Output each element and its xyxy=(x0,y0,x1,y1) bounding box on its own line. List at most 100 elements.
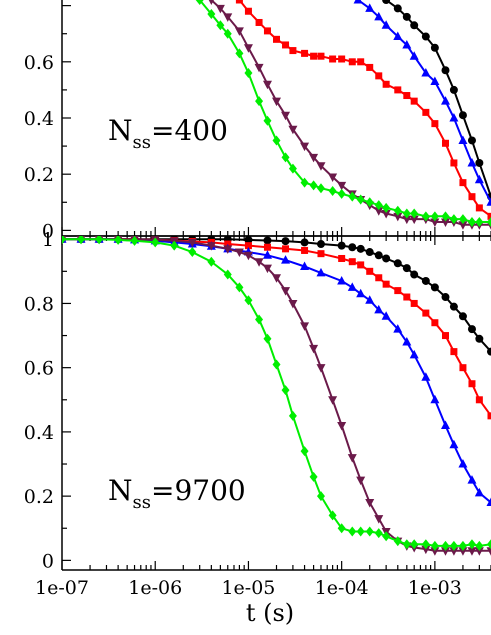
data-point xyxy=(235,282,244,293)
data-point xyxy=(458,312,467,321)
data-point xyxy=(486,197,491,206)
data-point xyxy=(441,540,450,551)
data-point xyxy=(255,314,264,325)
panel-annotation: Nss=400 xyxy=(108,114,228,153)
data-point xyxy=(374,251,383,260)
data-point xyxy=(130,236,139,246)
data-point xyxy=(316,162,326,171)
series-line xyxy=(62,238,491,504)
series-line xyxy=(62,238,491,417)
y-tick-label: 0 xyxy=(42,220,54,242)
data-point xyxy=(467,325,476,334)
data-point xyxy=(393,4,402,13)
data-point xyxy=(365,197,374,208)
series-line xyxy=(62,238,491,353)
data-point xyxy=(282,245,290,253)
data-point xyxy=(215,4,225,14)
data-point xyxy=(223,28,232,39)
data-point xyxy=(409,215,419,225)
data-point xyxy=(263,243,271,251)
data-point xyxy=(459,179,467,187)
data-point xyxy=(62,236,66,245)
data-point xyxy=(282,41,290,49)
data-point xyxy=(338,254,346,262)
data-point xyxy=(382,280,390,288)
data-point xyxy=(394,287,402,295)
data-point xyxy=(357,261,365,269)
data-point xyxy=(475,204,483,212)
data-point xyxy=(430,394,440,404)
x-tick-label: 1e-07 xyxy=(35,577,89,599)
data-point xyxy=(468,193,476,201)
data-point xyxy=(288,410,297,421)
data-point xyxy=(216,20,225,31)
data-point xyxy=(281,111,291,121)
data-point xyxy=(402,336,412,346)
data-point xyxy=(402,208,411,219)
data-point xyxy=(487,539,491,550)
data-point xyxy=(422,108,430,116)
data-point xyxy=(365,3,375,12)
data-point xyxy=(393,324,403,333)
data-point xyxy=(421,539,430,550)
y-tick-label: 1 xyxy=(42,229,54,251)
data-point xyxy=(486,497,491,507)
data-point xyxy=(356,244,365,253)
data-point xyxy=(281,287,291,296)
data-point xyxy=(365,295,375,304)
data-point xyxy=(77,236,86,245)
data-point xyxy=(458,135,468,144)
data-point xyxy=(410,299,418,307)
data-point xyxy=(440,96,450,105)
data-point xyxy=(402,264,411,273)
data-point xyxy=(458,459,468,468)
data-point xyxy=(281,255,291,264)
data-point xyxy=(374,200,383,211)
data-point xyxy=(410,539,419,550)
data-point xyxy=(273,35,280,43)
data-point xyxy=(223,245,233,254)
data-point xyxy=(254,63,264,73)
data-point xyxy=(458,540,467,551)
data-point xyxy=(382,531,391,542)
data-point xyxy=(316,267,326,277)
data-point xyxy=(467,157,477,167)
x-tick-label: 1e-04 xyxy=(315,577,369,599)
data-point xyxy=(402,12,411,21)
data-point xyxy=(441,293,450,302)
data-point xyxy=(365,499,375,508)
data-point xyxy=(393,259,402,268)
data-point xyxy=(440,420,450,429)
data-point xyxy=(337,188,346,199)
data-point xyxy=(374,11,384,21)
data-point xyxy=(431,120,439,128)
data-point xyxy=(393,536,402,547)
data-point xyxy=(300,261,310,271)
data-point xyxy=(151,237,160,248)
data-point xyxy=(309,153,319,163)
x-tick-label: 1e-05 xyxy=(221,577,275,599)
data-point xyxy=(394,86,402,94)
data-point xyxy=(441,139,449,147)
data-point xyxy=(409,349,419,359)
data-point xyxy=(300,142,310,152)
data-point xyxy=(474,487,484,497)
data-point xyxy=(449,547,459,556)
data-point xyxy=(487,412,491,420)
data-point xyxy=(403,293,411,301)
data-point xyxy=(235,48,244,59)
data-point xyxy=(347,454,357,463)
data-point xyxy=(309,344,319,354)
data-point xyxy=(450,348,458,356)
data-point xyxy=(430,283,439,292)
data-point xyxy=(381,210,391,219)
data-point xyxy=(337,421,347,431)
data-point xyxy=(430,547,440,556)
data-point xyxy=(382,80,390,88)
data-point xyxy=(458,214,467,225)
data-point xyxy=(114,236,123,245)
data-point xyxy=(337,275,347,285)
data-point xyxy=(356,194,365,205)
data-point xyxy=(393,31,403,41)
data-point xyxy=(430,211,439,222)
